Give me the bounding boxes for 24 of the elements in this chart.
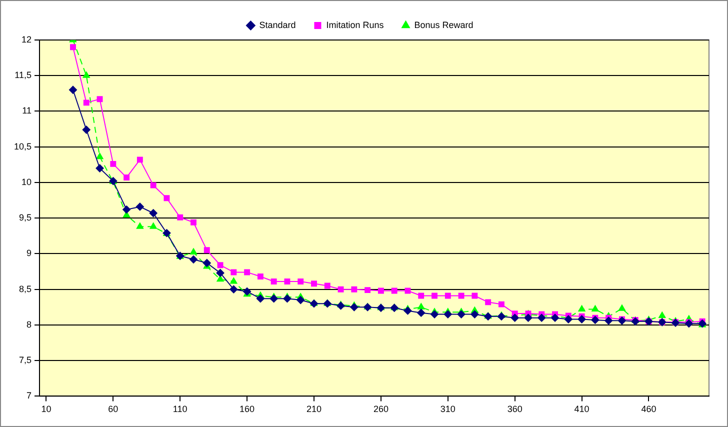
x-tick-label: 260	[373, 404, 388, 414]
legend-label: Standard	[259, 20, 296, 30]
x-tick-label: 60	[108, 404, 118, 414]
y-tick-label: 9	[26, 248, 32, 258]
x-tick-label: 10	[41, 404, 52, 414]
x-tick-label: 410	[574, 404, 590, 414]
y-tick-label: 7,5	[19, 355, 32, 366]
legend-label: Bonus Reward	[414, 20, 474, 30]
y-tick-label: 7	[26, 390, 32, 401]
x-tick-label: 310	[440, 404, 456, 414]
y-tick-label: 8	[26, 319, 32, 330]
y-tick-label: 11,5	[14, 70, 32, 80]
y-tick-label: 10	[22, 176, 32, 187]
y-tick-label: 10,5	[14, 141, 32, 152]
y-tick-label: 8,5	[19, 284, 32, 294]
x-tick-label: 160	[240, 404, 255, 414]
y-tick-label: 9,5	[19, 212, 32, 223]
x-tick-label: 360	[507, 404, 522, 414]
x-tick-label: 110	[172, 404, 188, 414]
legend-label: Imitation Runs	[326, 20, 384, 30]
y-tick-label: 12	[22, 34, 32, 44]
y-tick-label: 11	[22, 106, 32, 116]
x-tick-label: 460	[641, 404, 656, 414]
x-tick-label: 210	[306, 404, 322, 414]
